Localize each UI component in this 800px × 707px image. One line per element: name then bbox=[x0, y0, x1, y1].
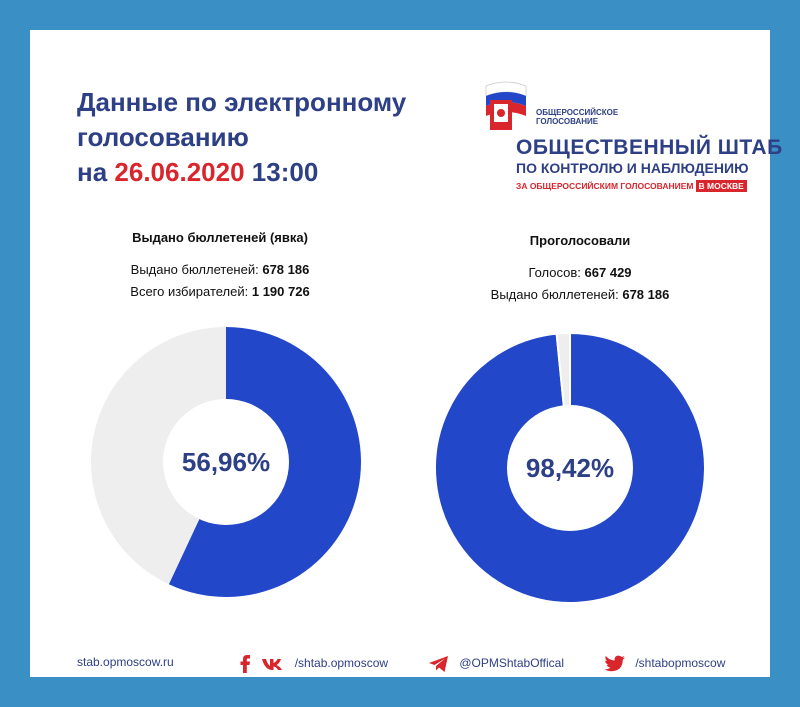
title-time: 13:00 bbox=[251, 157, 319, 187]
twitter-icon[interactable] bbox=[604, 655, 626, 673]
voted-donut-hole bbox=[507, 405, 633, 531]
turnout-panel-header: Выдано бюллетеней (явка) Выдано бюллетен… bbox=[60, 230, 380, 303]
turnout-row-total: Всего избирателей: 1 190 726 bbox=[60, 281, 380, 303]
voted-votes-value: 667 429 bbox=[584, 265, 632, 280]
turnout-donut-chart: 56,96% bbox=[91, 327, 361, 597]
logo-line3: ЗА ОБЩЕРОССИЙСКИМ ГОЛОСОВАНИЕМ В МОСКВЕ bbox=[516, 180, 747, 192]
footer-social2-text: @OPMShtabOffical bbox=[459, 656, 565, 671]
title-line1: Данные по электронному bbox=[77, 87, 407, 117]
logo-line1: ОБЩЕСТВЕННЫЙ ШТАБ bbox=[516, 136, 783, 159]
logo-tag: В МОСКВЕ bbox=[695, 180, 747, 192]
voted-issued-value: 678 186 bbox=[622, 287, 670, 302]
footer-social1-text: /shtab.opmoscow bbox=[294, 656, 389, 671]
voted-title: Проголосовали bbox=[529, 233, 631, 248]
vk-icon[interactable] bbox=[261, 656, 285, 672]
turnout-title: Выдано бюллетеней (явка) bbox=[132, 230, 308, 245]
turnout-issued-value: 678 186 bbox=[262, 262, 310, 277]
turnout-donut-hole bbox=[163, 399, 289, 525]
turnout-total-label: Всего избирателей: bbox=[130, 284, 249, 299]
voted-row-votes: Голосов: 667 429 bbox=[420, 262, 740, 284]
voted-panel-header: Проголосовали Голосов: 667 429 Выдано бю… bbox=[420, 233, 740, 306]
title-date: 26.06.2020 bbox=[114, 157, 245, 187]
page-title: Данные по электронному голосованию на 26… bbox=[77, 85, 406, 190]
logo: Общероссийское голосование ОБЩЕСТВЕННЫЙ … bbox=[480, 78, 782, 208]
turnout-row-issued: Выдано бюллетеней: 678 186 bbox=[60, 259, 380, 281]
footer-social3-text: /shtabopmoscow bbox=[635, 656, 726, 671]
logo-line2: ПО КОНТРОЛЮ И НАБЛЮДЕНИЮ bbox=[516, 160, 749, 176]
voted-row-issued: Выдано бюллетеней: 678 186 bbox=[420, 284, 740, 306]
infographic-card: Данные по электронному голосованию на 26… bbox=[30, 30, 782, 677]
turnout-slice-remainder bbox=[91, 327, 227, 585]
footer-site-link[interactable]: stab.opmoscow.ru bbox=[77, 655, 174, 669]
telegram-icon[interactable] bbox=[428, 655, 450, 673]
logo-line3-text: ЗА ОБЩЕРОССИЙСКИМ ГОЛОСОВАНИЕМ bbox=[516, 181, 694, 191]
title-line2: голосованию bbox=[77, 122, 249, 152]
title-line3: на 26.06.2020 13:00 bbox=[77, 155, 406, 190]
footer-social-telegram[interactable]: @OPMShtabOffical bbox=[428, 655, 564, 673]
voted-center-label: 98,42% bbox=[526, 453, 614, 483]
footer-social-twitter[interactable]: /shtabopmoscow bbox=[604, 655, 725, 673]
turnout-center-label: 56,96% bbox=[182, 447, 270, 477]
title-prefix: на bbox=[77, 157, 108, 187]
footer: stab.opmoscow.ru /shtab.opmoscow @OPMSht… bbox=[30, 645, 770, 677]
ballot-flag-logo-icon bbox=[485, 81, 527, 130]
turnout-issued-label: Выдано бюллетеней: bbox=[130, 262, 259, 277]
turnout-total-value: 1 190 726 bbox=[251, 284, 310, 299]
footer-social-facebook-vk[interactable]: /shtab.opmoscow bbox=[238, 655, 388, 673]
voted-issued-label: Выдано бюллетеней: bbox=[490, 287, 619, 302]
facebook-icon[interactable] bbox=[238, 655, 252, 673]
voted-donut-chart: 98,42% bbox=[435, 333, 705, 603]
voted-votes-label: Голосов: bbox=[528, 265, 581, 280]
logo-small-text: Общероссийское голосование bbox=[536, 108, 619, 126]
